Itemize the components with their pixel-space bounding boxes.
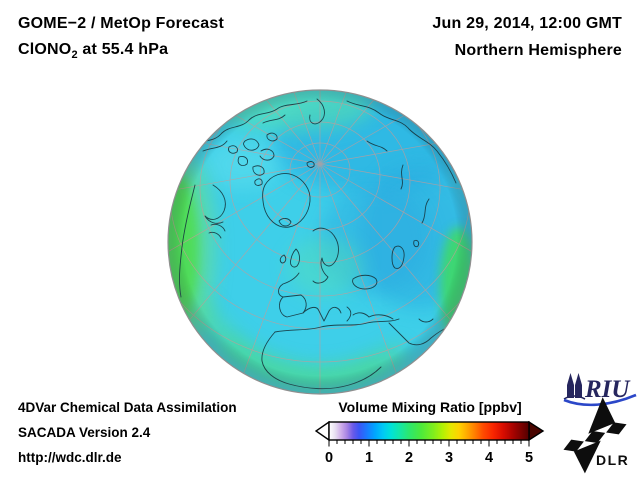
- colorbar-tick-label: 1: [364, 450, 374, 466]
- riu-logo-text: RIU: [584, 376, 631, 403]
- colorbar: [315, 421, 545, 447]
- colorbar-tick-label: 2: [404, 450, 414, 466]
- riu-logo: RIU: [563, 373, 637, 407]
- riu-hill-line: [563, 395, 586, 400]
- plot-title-line2: ClONO2 at 55.4 hPa: [18, 41, 168, 61]
- plot-title-line1: GOME−2 / MetOp Forecast: [18, 15, 224, 32]
- riu-swoosh: [563, 393, 637, 407]
- colorbar-high-arrow: [528, 421, 545, 442]
- footer-url: http://wdc.dlr.de: [18, 450, 122, 465]
- colorbar-ticks: [328, 440, 530, 447]
- cathedral-icon: [567, 373, 582, 398]
- colorbar-tick-label: 3: [444, 450, 454, 466]
- dlr-logo: DLR: [563, 397, 629, 474]
- species-subscript: 2: [71, 49, 78, 62]
- colorbar-low-arrow: [315, 421, 330, 442]
- colorbar-tick-label: 5: [524, 450, 534, 466]
- footer-line1: 4DVar Chemical Data Assimilation: [18, 400, 237, 415]
- dlr-logo-text: DLR: [596, 452, 629, 468]
- colorbar-title: Volume Mixing Ratio [ppbv]: [338, 399, 522, 415]
- colorbar-tick-labels: 0 1 2 3 4 5: [315, 450, 545, 466]
- hemisphere-label: Northern Hemisphere: [454, 42, 622, 59]
- dlr-emblem-icon: [563, 397, 627, 474]
- pressure-level-label: at 55.4 hPa: [77, 41, 169, 58]
- globe-rim-shading: [168, 90, 472, 394]
- globe-map: [167, 89, 473, 395]
- colorbar-gradient-bar: [328, 421, 530, 441]
- datetime-label: Jun 29, 2014, 12:00 GMT: [432, 15, 622, 32]
- footer-line2: SACADA Version 2.4: [18, 425, 151, 440]
- colorbar-tick-label: 0: [324, 450, 334, 466]
- colorbar-tick-label: 4: [484, 450, 494, 466]
- globe-rim: [167, 89, 473, 395]
- species-label: ClONO: [18, 41, 72, 58]
